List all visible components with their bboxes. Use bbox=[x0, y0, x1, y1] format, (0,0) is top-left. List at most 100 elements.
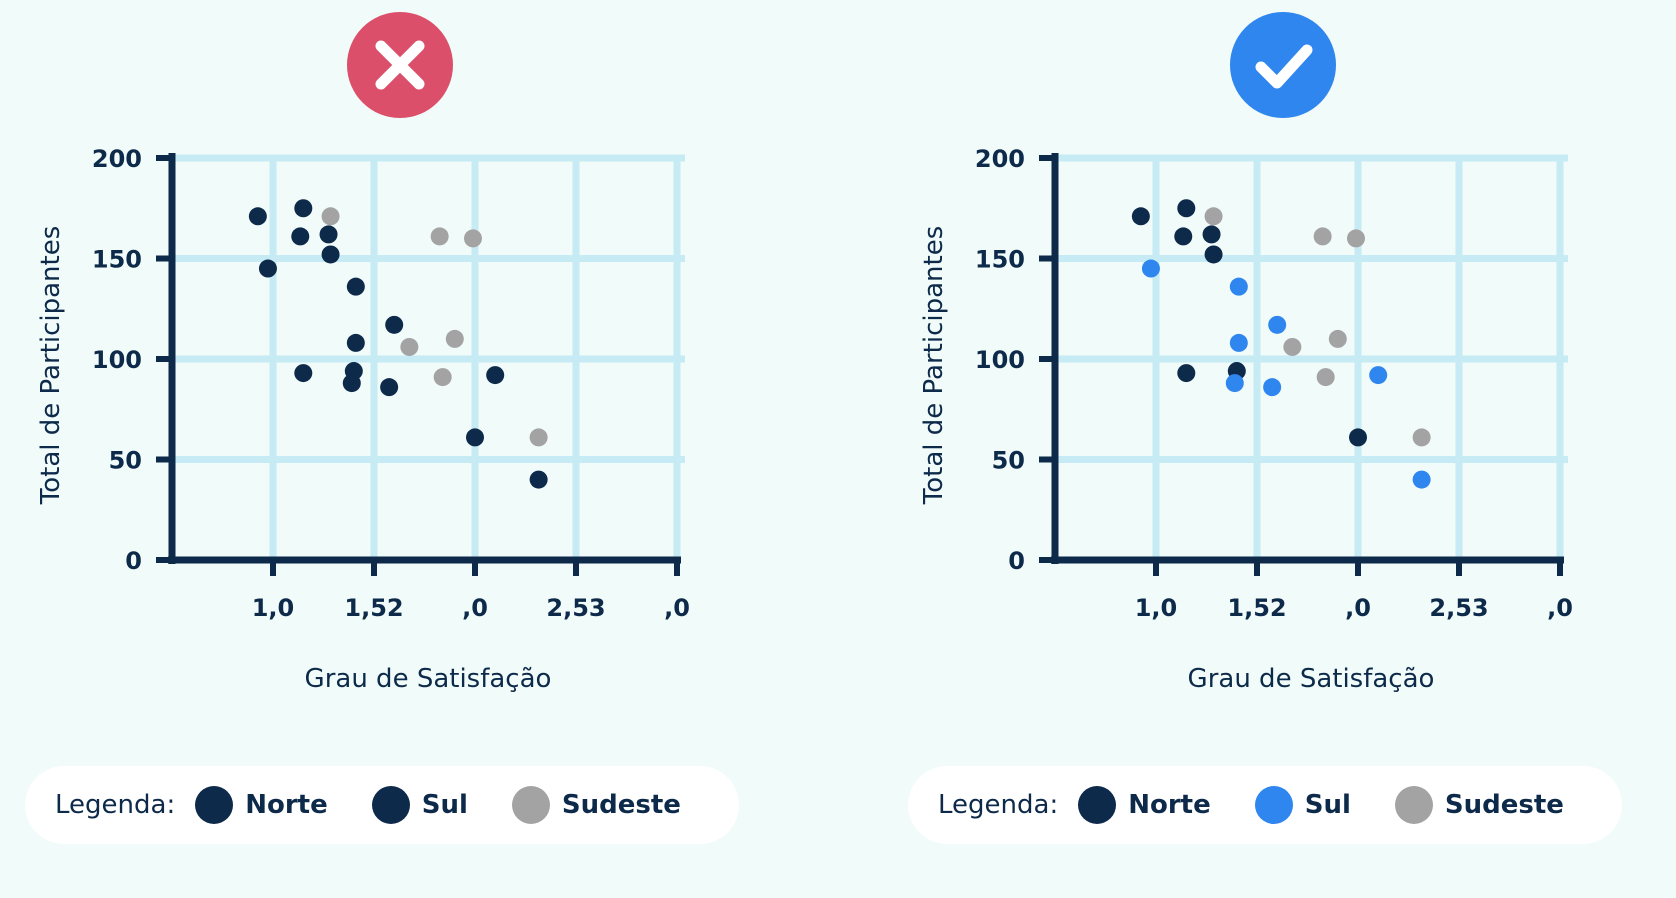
data-point bbox=[1229, 277, 1248, 296]
legend-label: Sul bbox=[421, 790, 468, 820]
y-tick-label: 50 bbox=[992, 447, 1025, 475]
legend-item-norte: Norte bbox=[1078, 786, 1211, 824]
y-axis-title: Total de Participantes bbox=[919, 226, 949, 505]
legend-label: Norte bbox=[1128, 790, 1211, 820]
data-point bbox=[1346, 229, 1365, 248]
series-sudeste bbox=[321, 207, 548, 447]
grid bbox=[172, 154, 685, 560]
data-point bbox=[1177, 199, 1196, 218]
data-point bbox=[319, 225, 338, 244]
legend-swatch-sudeste bbox=[1394, 786, 1433, 824]
x-axis-title: Grau de Satisfação bbox=[305, 664, 552, 694]
checkmark-icon bbox=[1255, 44, 1313, 89]
scatter-chart-correct: 0 50 100 150 200 1,0 1,52 ,0 2,53 ,0 Grau de Satis… bbox=[919, 12, 1573, 694]
x-tick-label: 1,52 bbox=[344, 594, 403, 622]
data-point bbox=[1268, 315, 1287, 334]
y-tick-label: 0 bbox=[1008, 547, 1025, 575]
x-axis-title: Grau de Satisfação bbox=[1188, 664, 1435, 694]
y-axis-title: Total de Participantes bbox=[36, 226, 66, 505]
y-tick-label: 150 bbox=[975, 246, 1025, 274]
data-point bbox=[294, 199, 313, 218]
data-point bbox=[1202, 225, 1221, 244]
data-point bbox=[291, 227, 310, 246]
data-point bbox=[342, 374, 361, 393]
y-tick-label: 200 bbox=[92, 145, 142, 173]
scatter-chart-incorrect: 0 50 100 150 200 1,0 1,52 ,0 2,53 ,0 Grau de Satis… bbox=[36, 12, 690, 694]
x-tick-label: 1,0 bbox=[252, 594, 295, 622]
legend-item-sudeste: Sudeste bbox=[511, 786, 681, 824]
data-point bbox=[321, 207, 340, 226]
legend-label: Sudeste bbox=[561, 790, 681, 820]
data-point bbox=[1412, 428, 1431, 447]
series-sul bbox=[258, 259, 505, 397]
legend-title: Legenda: bbox=[55, 790, 176, 820]
data-point bbox=[1412, 470, 1431, 489]
data-point bbox=[1369, 366, 1388, 385]
series-norte bbox=[248, 199, 548, 489]
x-tick-label: 1,0 bbox=[1135, 594, 1178, 622]
y-tick-label: 50 bbox=[109, 447, 142, 475]
y-tick-label: 100 bbox=[975, 346, 1025, 374]
legend-label: Norte bbox=[245, 790, 328, 820]
data-point bbox=[346, 333, 365, 352]
data-point bbox=[294, 364, 313, 383]
x-tick-label: 2,53 bbox=[546, 594, 605, 622]
y-tick-label: 200 bbox=[975, 145, 1025, 173]
data-point bbox=[1229, 333, 1248, 352]
data-point bbox=[1313, 227, 1332, 246]
legend-item-sul: Sul bbox=[1254, 786, 1351, 824]
legend-swatch-sul bbox=[1254, 786, 1293, 824]
data-point bbox=[1131, 207, 1150, 226]
legend-swatch-norte bbox=[195, 786, 234, 824]
x-tick-label: ,0 bbox=[1547, 594, 1573, 622]
series-sul bbox=[1141, 259, 1431, 489]
series-norte bbox=[1131, 199, 1367, 447]
data-point bbox=[1174, 227, 1193, 246]
error-badge bbox=[347, 12, 453, 118]
data-point bbox=[258, 259, 277, 278]
grid bbox=[1055, 154, 1568, 560]
data-point bbox=[529, 470, 548, 489]
data-point bbox=[1349, 428, 1367, 447]
data-point bbox=[346, 277, 365, 296]
data-point bbox=[1263, 378, 1282, 397]
data-point bbox=[1328, 329, 1347, 348]
success-badge bbox=[1230, 12, 1336, 118]
data-point bbox=[463, 229, 482, 248]
data-point bbox=[1204, 245, 1223, 264]
series-sudeste bbox=[1204, 207, 1431, 447]
data-point bbox=[1204, 207, 1223, 226]
data-point bbox=[400, 337, 419, 356]
data-point bbox=[466, 428, 484, 447]
data-point bbox=[1225, 374, 1244, 393]
data-point bbox=[1141, 259, 1160, 278]
data-point bbox=[321, 245, 340, 264]
legend-incorrect: Legenda: Norte Sul Sudeste bbox=[25, 766, 739, 844]
data-point bbox=[248, 207, 267, 226]
data-point bbox=[1283, 337, 1302, 356]
legend-label: Sudeste bbox=[1444, 790, 1564, 820]
legend-item-sudeste: Sudeste bbox=[1394, 786, 1564, 824]
x-mark-icon bbox=[375, 40, 425, 90]
x-tick-label: 2,53 bbox=[1429, 594, 1488, 622]
data-point bbox=[430, 227, 449, 246]
data-point bbox=[445, 329, 464, 348]
legend-item-sul: Sul bbox=[371, 786, 468, 824]
legend-label: Sul bbox=[1304, 790, 1351, 820]
x-tick-label: 1,52 bbox=[1227, 594, 1286, 622]
data-point bbox=[1177, 364, 1196, 383]
legend-item-norte: Norte bbox=[195, 786, 328, 824]
y-tick-label: 0 bbox=[125, 547, 142, 575]
data-point bbox=[385, 315, 404, 334]
data-point bbox=[486, 366, 505, 385]
data-point bbox=[529, 428, 548, 447]
y-tick-label: 100 bbox=[92, 346, 142, 374]
data-point bbox=[380, 378, 399, 397]
badge-circle bbox=[1230, 12, 1336, 118]
legend-correct: Legenda: Norte Sul Sudeste bbox=[908, 766, 1622, 844]
legend-swatch-sul bbox=[371, 786, 410, 824]
legend-title: Legenda: bbox=[938, 790, 1059, 820]
data-point bbox=[1316, 368, 1335, 387]
x-tick-label: ,0 bbox=[462, 594, 488, 622]
